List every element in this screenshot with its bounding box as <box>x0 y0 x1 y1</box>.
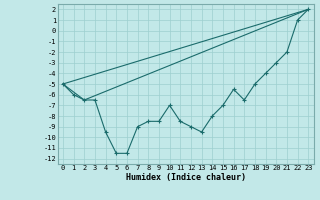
X-axis label: Humidex (Indice chaleur): Humidex (Indice chaleur) <box>125 173 246 182</box>
